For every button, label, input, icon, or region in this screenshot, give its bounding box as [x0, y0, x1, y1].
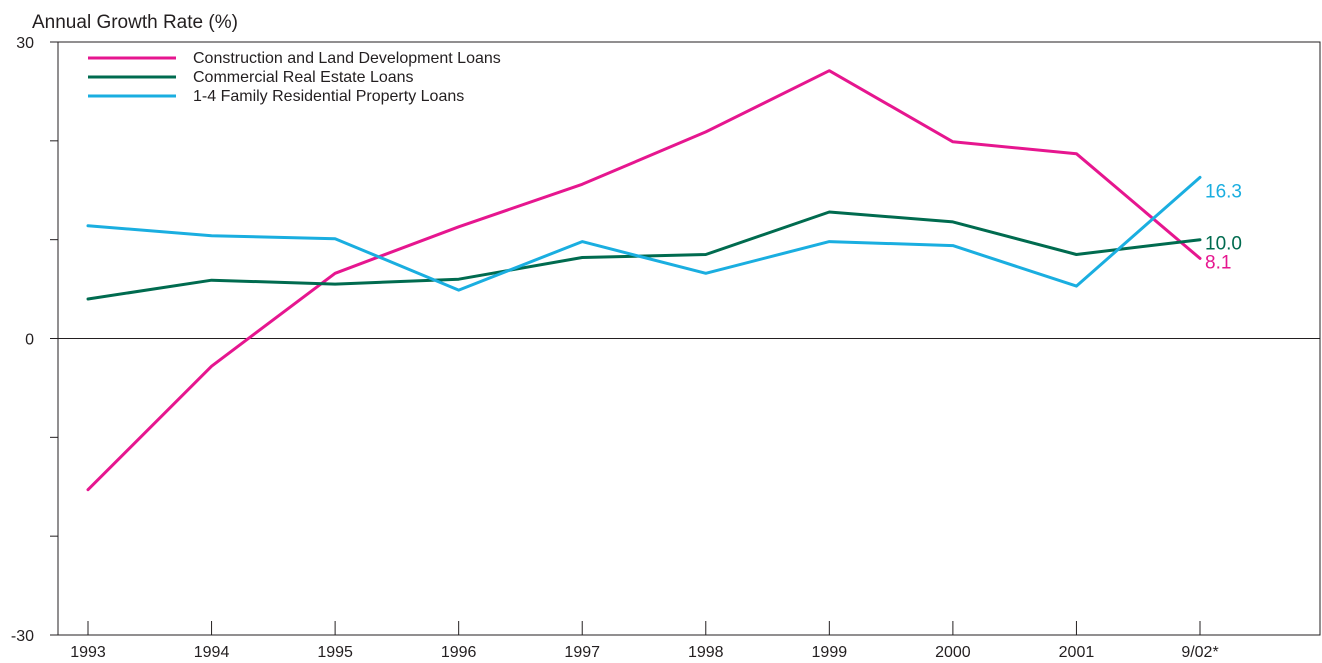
x-axis: 1993 1994 1995 1996 1997 1998 1999 2000 2001 9/02…: [70, 621, 1219, 661]
series-line: [86, 210, 1202, 301]
y-axis: -30 0 30: [11, 35, 58, 645]
end-value-label: 8.1: [1205, 252, 1231, 273]
series-line: [86, 175, 1202, 292]
x-tick-label: 1998: [688, 644, 724, 661]
x-tick-label: 1993: [70, 644, 106, 661]
y-tick-label: 30: [16, 35, 34, 52]
y-tick-label: 0: [25, 332, 34, 349]
x-tick-label: 1999: [812, 644, 848, 661]
legend: Construction and Land Development Loans C…: [88, 50, 501, 105]
y-tick-label: -30: [11, 628, 34, 645]
x-tick-label: 1994: [194, 644, 230, 661]
x-tick-label: 9/02*: [1181, 644, 1218, 661]
end-value-label: 10.0: [1205, 234, 1242, 255]
series-group: 8.110.0 16.3: [86, 69, 1242, 492]
y-axis-title: Annual Growth Rate (%): [32, 12, 238, 33]
x-tick-label: 2001: [1059, 644, 1095, 661]
x-tick-label: 1995: [317, 644, 353, 661]
legend-label: Construction and Land Development Loans: [193, 50, 501, 67]
series-line: [86, 69, 1202, 492]
x-tick-label: 1997: [564, 644, 600, 661]
legend-label: 1-4 Family Residential Property Loans: [193, 88, 464, 105]
end-value-label: 16.3: [1205, 181, 1242, 202]
legend-label: Commercial Real Estate Loans: [193, 69, 414, 86]
x-tick-label: 1996: [441, 644, 477, 661]
x-tick-label: 2000: [935, 644, 971, 661]
